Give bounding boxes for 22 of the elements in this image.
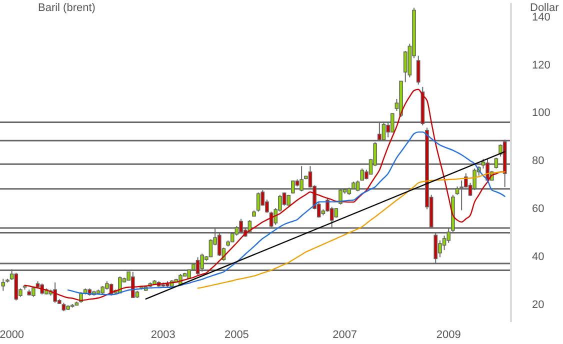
y-tick-label: 20 [532,299,544,312]
y-tick-label: 60 [532,203,544,216]
y-tick-label: 80 [532,155,544,168]
candlestick [442,235,446,251]
x-tick-label: 2009 [436,329,461,341]
x-tick-label: 2003 [150,329,176,341]
y-axis-title: Dollar [530,2,560,14]
candlestick [208,238,213,258]
x-tick-label: 2005 [224,329,249,341]
candlestick [282,192,286,206]
x-tick-label: 2000 [0,329,24,341]
candlestick [403,50,408,83]
y-tick-label: 100 [532,107,550,120]
y-tick-label: 140 [532,11,550,24]
x-tick-label: 2007 [332,329,358,341]
candlestick [256,192,260,212]
candlestick [360,168,364,181]
y-tick-label: 40 [532,251,544,264]
candlestick [416,55,420,86]
y-tick-label: 120 [532,59,550,72]
candlestick [1,278,6,292]
chart-title: Baril (brent) [38,2,96,14]
